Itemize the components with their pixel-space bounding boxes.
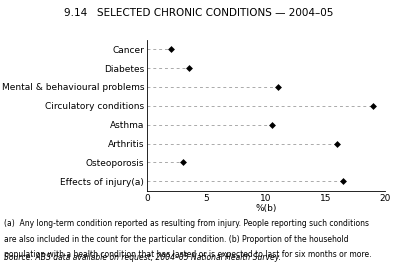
X-axis label: %(b): %(b) [255,204,277,213]
Text: 9.14   SELECTED CHRONIC CONDITIONS — 2004–05: 9.14 SELECTED CHRONIC CONDITIONS — 2004–… [64,8,333,18]
Text: population with a health condition that has lasted or is expected to last for si: population with a health condition that … [4,250,372,259]
Text: Source: ABS data available on request, 2004–05 National Health Survey.: Source: ABS data available on request, 2… [4,253,281,262]
Text: are also included in the count for the particular condition. (b) Proportion of t: are also included in the count for the p… [4,235,349,244]
Text: (a)  Any long-term condition reported as resulting from injury. People reporting: (a) Any long-term condition reported as … [4,219,369,228]
